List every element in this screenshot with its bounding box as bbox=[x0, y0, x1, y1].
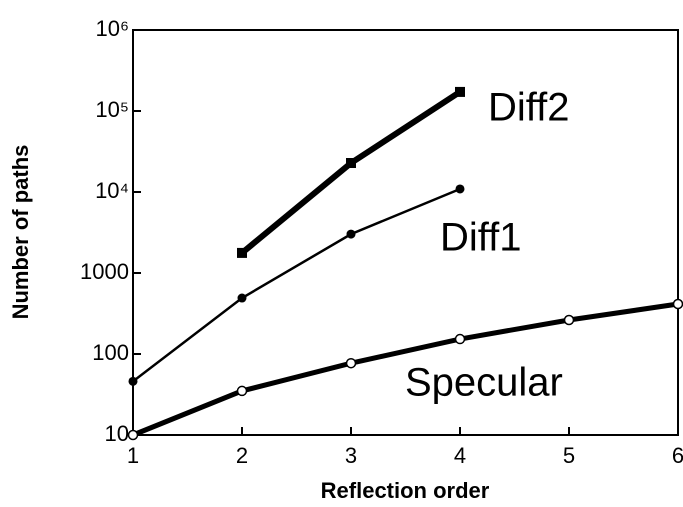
marker bbox=[455, 86, 465, 97]
marker bbox=[237, 293, 247, 303]
marker bbox=[237, 247, 247, 258]
series-label: Diff2 bbox=[488, 86, 570, 130]
y-tick-label: 10⁵ bbox=[95, 97, 129, 122]
series-line bbox=[132, 301, 679, 438]
series-label: Diff1 bbox=[440, 216, 522, 260]
marker bbox=[454, 333, 466, 345]
y-tick-label: 100 bbox=[92, 340, 129, 365]
x-tick-label: 2 bbox=[236, 443, 248, 468]
x-tick-label: 3 bbox=[345, 443, 357, 468]
marker bbox=[346, 229, 356, 239]
x-axis-title: Reflection order bbox=[321, 478, 490, 503]
series-line bbox=[240, 89, 462, 256]
marker bbox=[345, 357, 357, 369]
y-tick-label: 1000 bbox=[80, 259, 129, 284]
plot-frame bbox=[132, 29, 679, 436]
y-axis-title: Number of paths bbox=[8, 145, 33, 320]
series-line bbox=[132, 187, 461, 383]
x-tick-label: 1 bbox=[127, 443, 139, 468]
x-tick-label: 5 bbox=[563, 443, 575, 468]
x-tick-label: 6 bbox=[672, 443, 683, 468]
marker bbox=[563, 314, 575, 326]
y-tick-label: 10 bbox=[105, 421, 129, 446]
marker bbox=[236, 385, 248, 397]
marker bbox=[672, 298, 683, 310]
marker bbox=[346, 158, 356, 169]
y-tick-label: 10⁴ bbox=[95, 178, 129, 203]
marker bbox=[128, 376, 138, 386]
series-label: Specular bbox=[405, 361, 563, 405]
y-tick-label: 10⁶ bbox=[95, 16, 129, 41]
marker bbox=[455, 184, 465, 194]
marker bbox=[127, 429, 139, 441]
x-tick-label: 4 bbox=[454, 443, 466, 468]
